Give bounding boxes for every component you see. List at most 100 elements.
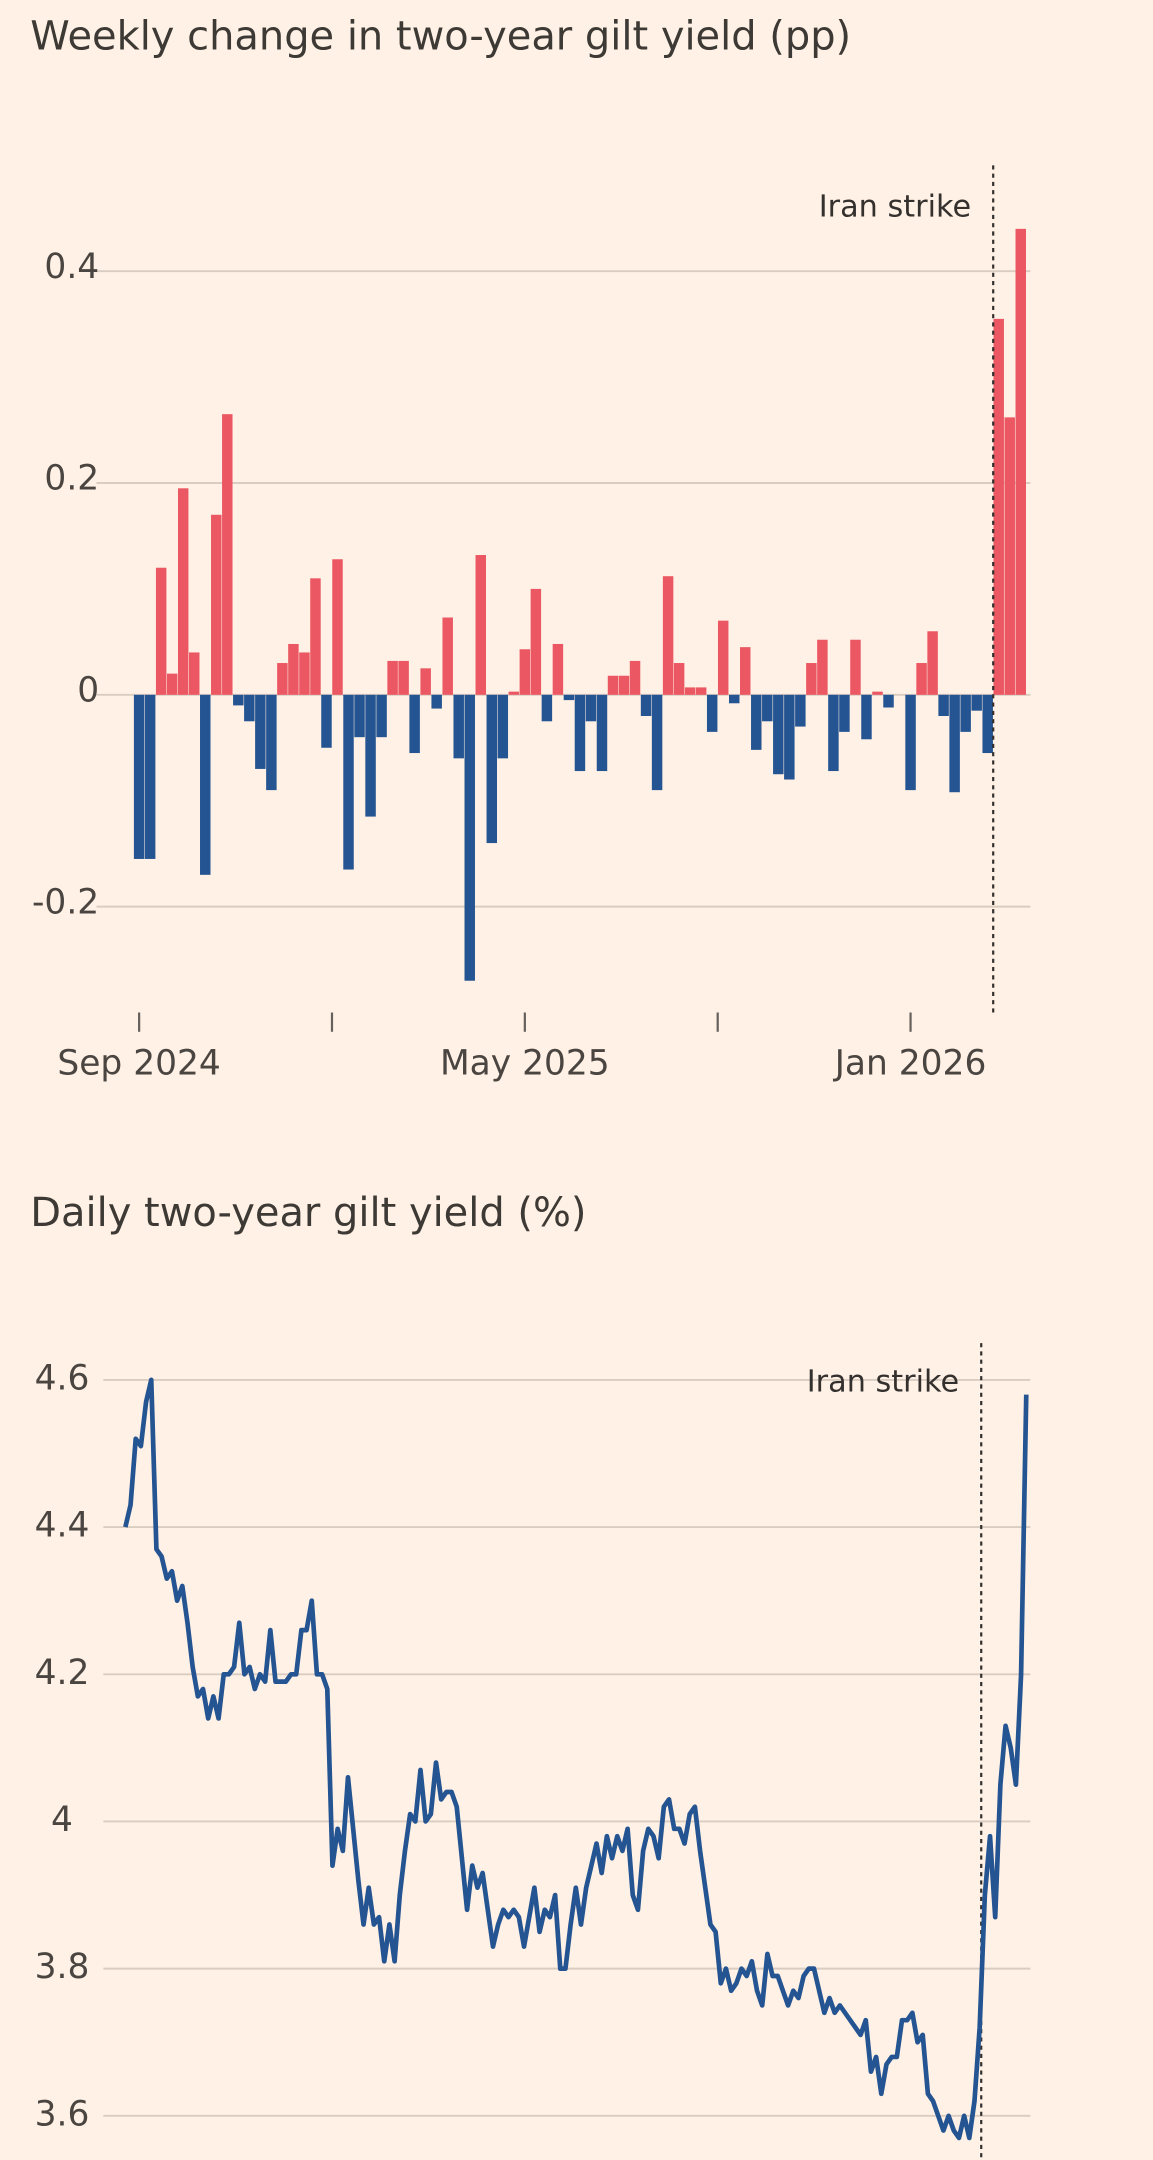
y-tick-label: -0.2 bbox=[32, 882, 99, 922]
bar bbox=[211, 514, 222, 695]
bar bbox=[222, 414, 233, 695]
bar bbox=[155, 567, 167, 695]
bar bbox=[442, 617, 453, 695]
bar bbox=[695, 687, 707, 695]
bar bbox=[740, 647, 751, 695]
bar bbox=[475, 555, 486, 695]
bar bbox=[728, 694, 740, 704]
bar bbox=[640, 694, 652, 716]
bar bbox=[310, 578, 321, 695]
x-tick-label: Jan 2026 bbox=[833, 1043, 987, 1083]
bar bbox=[255, 694, 266, 769]
y-tick-label: 4.6 bbox=[35, 1358, 90, 1398]
bar bbox=[486, 694, 498, 844]
x-tick-label: May 2025 bbox=[440, 1043, 610, 1083]
bar bbox=[773, 694, 784, 775]
bar bbox=[629, 660, 641, 695]
y-tick-label: 3.6 bbox=[35, 2094, 90, 2134]
chart-title: Weekly change in two-year gilt yield (pp… bbox=[30, 14, 851, 60]
bar bbox=[321, 694, 332, 748]
bar bbox=[365, 694, 376, 817]
bar bbox=[618, 675, 630, 695]
bar bbox=[1015, 228, 1026, 695]
bar bbox=[960, 694, 971, 732]
bar bbox=[883, 694, 894, 708]
bar bbox=[519, 649, 531, 695]
bar bbox=[706, 694, 718, 732]
bar bbox=[850, 639, 861, 695]
bar bbox=[828, 694, 839, 772]
bar bbox=[949, 694, 960, 793]
bar bbox=[376, 694, 387, 738]
yield-line bbox=[123, 1377, 1029, 2141]
bar bbox=[288, 643, 299, 695]
bar bbox=[905, 694, 916, 791]
event-label: Iran strike bbox=[807, 1365, 959, 1400]
bar bbox=[453, 694, 464, 759]
bar bbox=[806, 663, 817, 695]
bar bbox=[927, 631, 938, 695]
bar bbox=[916, 663, 927, 695]
y-tick-label: 3.8 bbox=[35, 1947, 90, 1987]
x-tick-label: Sep 2024 bbox=[57, 1043, 220, 1083]
bar bbox=[795, 694, 806, 727]
bar bbox=[971, 694, 982, 711]
bar bbox=[464, 694, 475, 981]
y-tick-label: 0 bbox=[77, 671, 99, 711]
y-tick-label: 0.2 bbox=[44, 459, 99, 499]
bar bbox=[938, 694, 949, 716]
y-tick-label: 4 bbox=[51, 1800, 73, 1840]
bar bbox=[177, 488, 189, 695]
y-tick-label: 4.4 bbox=[35, 1506, 90, 1546]
bar bbox=[144, 694, 156, 859]
bar bbox=[409, 694, 420, 754]
bar bbox=[332, 559, 343, 695]
y-tick-label: 4.2 bbox=[35, 1653, 90, 1693]
bar bbox=[596, 694, 608, 772]
bar bbox=[607, 675, 619, 695]
bar bbox=[277, 663, 288, 695]
bar bbox=[133, 694, 145, 859]
bar bbox=[398, 660, 409, 695]
y-tick-label: 0.4 bbox=[44, 247, 99, 287]
bar bbox=[200, 694, 211, 875]
bar bbox=[684, 687, 696, 695]
bar bbox=[431, 694, 442, 709]
bar bbox=[508, 691, 520, 695]
bar bbox=[354, 694, 365, 738]
bar bbox=[420, 668, 431, 695]
bar bbox=[993, 318, 1004, 695]
bar bbox=[266, 694, 277, 791]
bar bbox=[563, 694, 575, 701]
bar bbox=[343, 694, 354, 870]
event-label: Iran strike bbox=[819, 190, 971, 225]
bar bbox=[784, 694, 795, 780]
bar bbox=[1004, 417, 1015, 695]
bar bbox=[872, 691, 883, 695]
bar bbox=[574, 694, 586, 772]
bar bbox=[188, 652, 200, 695]
bar bbox=[387, 660, 398, 695]
bar bbox=[817, 639, 828, 695]
bar bbox=[762, 694, 773, 722]
bar bbox=[673, 663, 685, 695]
bar bbox=[717, 620, 729, 695]
bar bbox=[751, 694, 762, 750]
bar bbox=[233, 694, 244, 706]
bar bbox=[244, 694, 255, 722]
bar bbox=[585, 694, 597, 722]
bar bbox=[166, 673, 178, 695]
bar bbox=[839, 694, 850, 732]
bar bbox=[651, 694, 663, 791]
chart-title: Daily two-year gilt yield (%) bbox=[30, 1190, 586, 1236]
bar bbox=[861, 694, 872, 740]
bar bbox=[552, 643, 564, 695]
bar bbox=[497, 694, 509, 759]
bar bbox=[982, 694, 993, 754]
bar bbox=[541, 694, 553, 722]
bar bbox=[299, 652, 310, 695]
